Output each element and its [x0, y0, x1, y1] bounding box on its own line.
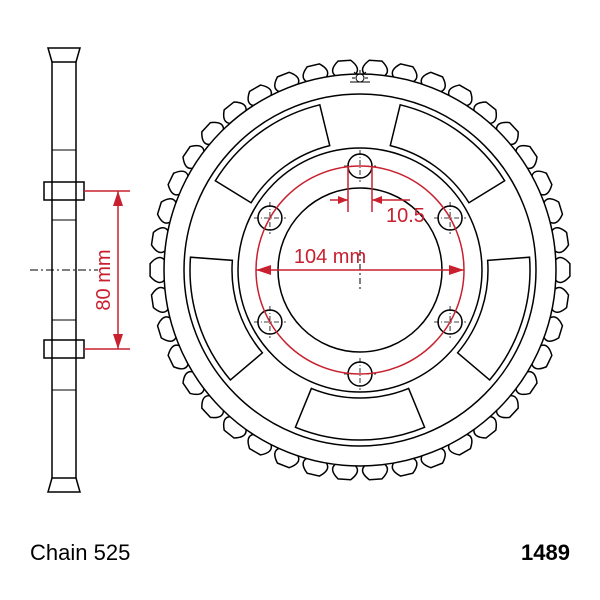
part-number: 1489: [521, 540, 570, 565]
dim-80-label: 80 mm: [93, 249, 115, 310]
dim-104-label: 104 mm: [294, 246, 366, 268]
sprocket-diagram: 80 mm: [0, 0, 600, 600]
side-profile: [30, 48, 98, 492]
dim-10-5-label: 10.5: [386, 205, 425, 227]
bolt-circle-dim: 104 mm: [256, 166, 464, 374]
chain-label: Chain 525: [30, 540, 130, 565]
bolt-hole-dim: 10.5: [330, 166, 425, 227]
